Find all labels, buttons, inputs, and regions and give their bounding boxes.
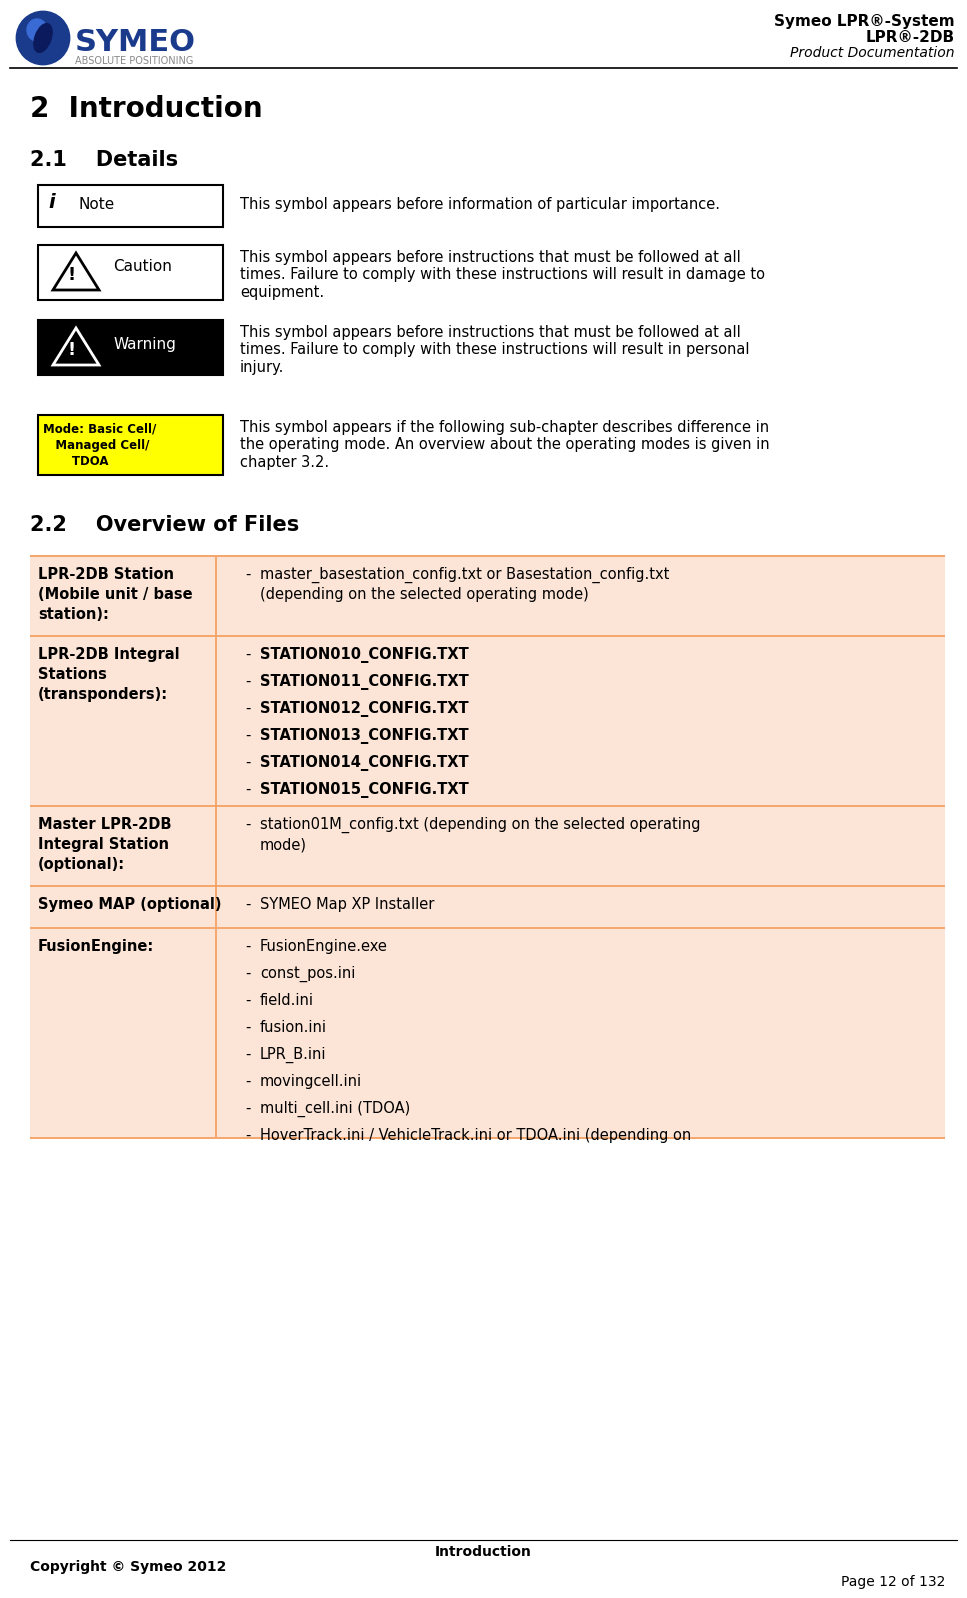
- Text: Caution: Caution: [113, 259, 172, 273]
- Text: -: -: [245, 1020, 250, 1036]
- Bar: [30, 555, 945, 558]
- Text: Note: Note: [78, 197, 114, 213]
- Text: Copyright © Symeo 2012: Copyright © Symeo 2012: [30, 1560, 226, 1574]
- Text: LPR_B.ini: LPR_B.ini: [260, 1047, 327, 1063]
- Bar: [30, 634, 945, 638]
- Text: -: -: [245, 754, 250, 770]
- Text: Symeo LPR®-System: Symeo LPR®-System: [775, 14, 955, 29]
- Text: -: -: [245, 1047, 250, 1063]
- Bar: [30, 928, 215, 1138]
- Text: Product Documentation: Product Documentation: [790, 46, 955, 61]
- Ellipse shape: [27, 19, 47, 42]
- Bar: [30, 885, 945, 887]
- Text: FusionEngine:: FusionEngine:: [38, 940, 155, 954]
- Text: field.ini: field.ini: [260, 992, 314, 1008]
- Bar: [38, 244, 223, 300]
- Text: SYMEO Map XP Installer: SYMEO Map XP Installer: [260, 896, 434, 912]
- Text: STATION014_CONFIG.TXT: STATION014_CONFIG.TXT: [260, 754, 469, 770]
- Text: movingcell.ini: movingcell.ini: [260, 1074, 362, 1088]
- Text: SYMEO: SYMEO: [75, 29, 196, 58]
- Bar: [215, 555, 217, 634]
- Text: -: -: [245, 781, 250, 797]
- Bar: [30, 927, 945, 928]
- Text: fusion.ini: fusion.ini: [260, 1020, 327, 1036]
- Bar: [215, 887, 945, 927]
- Text: !: !: [68, 340, 76, 360]
- Text: -: -: [245, 1128, 250, 1143]
- Text: !: !: [68, 265, 76, 284]
- Text: Symeo MAP (optional): Symeo MAP (optional): [38, 896, 221, 912]
- Text: LPR®-2DB: LPR®-2DB: [865, 30, 955, 45]
- Bar: [215, 927, 217, 1138]
- Text: Introduction: Introduction: [434, 1545, 532, 1560]
- Text: STATION013_CONFIG.TXT: STATION013_CONFIG.TXT: [260, 729, 469, 745]
- Text: Mode: Basic Cell/: Mode: Basic Cell/: [43, 423, 157, 436]
- Text: -: -: [245, 729, 250, 743]
- Text: Warning: Warning: [113, 337, 176, 352]
- Text: STATION010_CONFIG.TXT: STATION010_CONFIG.TXT: [260, 647, 469, 663]
- Text: ABSOLUTE POSITIONING: ABSOLUTE POSITIONING: [75, 56, 193, 66]
- Text: -: -: [245, 702, 250, 716]
- Bar: [38, 415, 223, 475]
- Text: const_pos.ini: const_pos.ini: [260, 967, 356, 983]
- Bar: [38, 320, 223, 376]
- Text: -: -: [245, 647, 250, 662]
- Text: STATION011_CONFIG.TXT: STATION011_CONFIG.TXT: [260, 674, 469, 690]
- Text: HoverTrack.ini / VehicleTrack.ini or TDOA.ini (depending on: HoverTrack.ini / VehicleTrack.ini or TDO…: [260, 1128, 691, 1143]
- Text: master_basestation_config.txt or Basestation_config.txt
(depending on the select: master_basestation_config.txt or Basesta…: [260, 567, 669, 602]
- Text: 2.2    Overview of Files: 2.2 Overview of Files: [30, 515, 299, 535]
- Bar: [215, 634, 217, 805]
- Text: STATION012_CONFIG.TXT: STATION012_CONFIG.TXT: [260, 702, 469, 718]
- Bar: [215, 885, 217, 927]
- Bar: [215, 805, 217, 885]
- Text: -: -: [245, 1101, 250, 1115]
- Text: Page 12 of 132: Page 12 of 132: [840, 1576, 945, 1588]
- Text: multi_cell.ini (TDOA): multi_cell.ini (TDOA): [260, 1101, 410, 1117]
- Text: -: -: [245, 940, 250, 954]
- Text: station01M_config.txt (depending on the selected operating
mode): station01M_config.txt (depending on the …: [260, 817, 700, 852]
- Text: FusionEngine.exe: FusionEngine.exe: [260, 940, 388, 954]
- Ellipse shape: [34, 24, 52, 53]
- Text: This symbol appears before information of particular importance.: This symbol appears before information o…: [240, 197, 720, 213]
- Bar: [30, 558, 215, 634]
- Text: -: -: [245, 992, 250, 1008]
- Text: i: i: [48, 193, 54, 213]
- Text: -: -: [245, 674, 250, 689]
- Bar: [30, 805, 945, 807]
- Bar: [215, 638, 945, 805]
- Text: -: -: [245, 1074, 250, 1088]
- Text: 2.1    Details: 2.1 Details: [30, 150, 178, 169]
- Text: This symbol appears before instructions that must be followed at all
times. Fail: This symbol appears before instructions …: [240, 249, 765, 300]
- Text: This symbol appears if the following sub-chapter describes difference in
the ope: This symbol appears if the following sub…: [240, 420, 770, 470]
- Bar: [215, 807, 945, 885]
- Text: -: -: [245, 896, 250, 912]
- Bar: [38, 185, 223, 227]
- Text: -: -: [245, 817, 250, 833]
- Bar: [30, 807, 215, 885]
- Circle shape: [17, 13, 69, 64]
- Text: 2  Introduction: 2 Introduction: [30, 94, 263, 123]
- Text: This symbol appears before instructions that must be followed at all
times. Fail: This symbol appears before instructions …: [240, 324, 749, 376]
- Text: Managed Cell/: Managed Cell/: [43, 439, 149, 452]
- Bar: [215, 928, 945, 1138]
- Text: -: -: [245, 567, 250, 582]
- Bar: [30, 887, 215, 927]
- Text: TDOA: TDOA: [43, 455, 108, 468]
- Text: Master LPR-2DB
Integral Station
(optional):: Master LPR-2DB Integral Station (optiona…: [38, 817, 171, 871]
- Bar: [215, 558, 945, 634]
- Bar: [30, 1138, 945, 1139]
- Text: LPR-2DB Integral
Stations
(transponders):: LPR-2DB Integral Stations (transponders)…: [38, 647, 180, 702]
- Text: -: -: [245, 967, 250, 981]
- Bar: [30, 638, 215, 805]
- Text: STATION015_CONFIG.TXT: STATION015_CONFIG.TXT: [260, 781, 469, 797]
- Text: LPR-2DB Station
(Mobile unit / base
station):: LPR-2DB Station (Mobile unit / base stat…: [38, 567, 192, 622]
